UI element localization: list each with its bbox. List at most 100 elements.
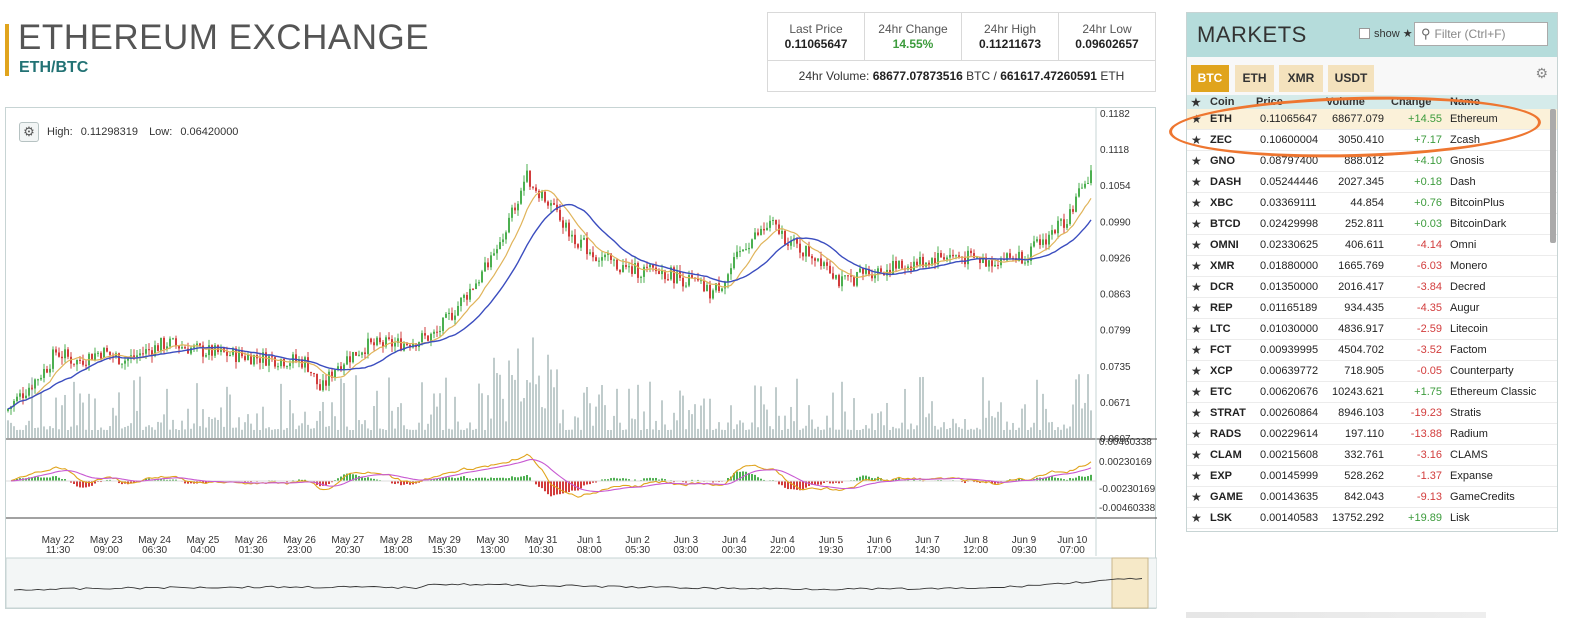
candle-body	[1072, 209, 1074, 212]
volume-bar	[325, 426, 327, 438]
star-col-icon[interactable]: ★	[1191, 97, 1201, 109]
candle-body	[181, 347, 183, 349]
market-row[interactable]: ★ XCP 0.00639772 718.905 -0.05 Counterparty	[1187, 361, 1557, 382]
volume-bar	[565, 429, 567, 438]
favorite-star-icon[interactable]: ★	[1191, 364, 1202, 378]
market-row[interactable]: ★ BTCD 0.02429998 252.811 +0.03 BitcoinDark	[1187, 214, 1557, 235]
macd-histogram-bar	[613, 477, 615, 481]
price-chart[interactable]: 0.1182 0.1118 0.1054 0.0990 0.0926 0.0863 0.07…	[5, 107, 1157, 610]
candle-body	[973, 253, 975, 258]
market-row[interactable]: ★ RADS 0.00229614 197.110 -13.88 Radium	[1187, 424, 1557, 445]
volume-bar	[586, 387, 588, 438]
volume-bar	[829, 427, 831, 438]
volume-bar	[103, 429, 105, 438]
favorite-star-icon[interactable]: ★	[1191, 448, 1202, 462]
macd-histogram-bar	[1054, 477, 1056, 481]
price-tick-label: 0.1054	[1100, 181, 1131, 192]
market-row[interactable]: ★ ETH 0.11065647 68677.079 +14.55 Ethereum	[1187, 109, 1557, 130]
favorite-star-icon[interactable]: ★	[1191, 154, 1202, 168]
chart-canvas[interactable]: 0.1182 0.1118 0.1054 0.0990 0.0926 0.0863 0.07…	[6, 108, 1157, 610]
favorite-star-icon[interactable]: ★	[1191, 196, 1202, 210]
favorite-star-icon[interactable]: ★	[1191, 112, 1202, 126]
favorite-star-icon[interactable]: ★	[1191, 175, 1202, 189]
markets-settings-gear-icon[interactable]: ⚙	[1535, 65, 1548, 81]
market-row[interactable]: ★ REP 0.01165189 934.435 -4.35 Augur	[1187, 298, 1557, 319]
favorite-star-icon[interactable]: ★	[1191, 490, 1202, 504]
volume-bar	[820, 429, 822, 438]
volume-bar	[1054, 430, 1056, 438]
tab-xmr[interactable]: XMR	[1279, 65, 1323, 92]
macd-histogram-bar	[163, 479, 165, 481]
tab-usdt[interactable]: USDT	[1328, 65, 1374, 92]
markets-scrollbar[interactable]	[1550, 109, 1556, 243]
volume-bar	[718, 422, 720, 438]
col-name[interactable]: Name	[1450, 96, 1480, 108]
market-row[interactable]: ★ XMR 0.01880000 1665.769 -6.03 Monero	[1187, 256, 1557, 277]
market-row[interactable]: ★ ETC 0.00620676 10243.621 +1.75 Ethereum Cla…	[1187, 382, 1557, 403]
candle-body	[499, 242, 501, 250]
col-volume[interactable]: Volume	[1326, 96, 1365, 108]
col-change[interactable]: Change	[1391, 96, 1432, 108]
volume-bar	[811, 419, 813, 438]
candle-body	[475, 283, 477, 290]
candle-body	[214, 345, 216, 356]
volume-bar	[574, 416, 576, 438]
chart-settings-gear-icon[interactable]: ⚙	[19, 122, 39, 142]
macd-histogram-bar	[547, 481, 549, 495]
tab-eth[interactable]: ETH	[1235, 65, 1274, 92]
favorite-star-icon[interactable]: ★	[1191, 511, 1202, 525]
market-row[interactable]: ★ STRAT 0.00260864 8946.103 -19.23 Stratis	[1187, 403, 1557, 424]
macd-histogram-bar	[634, 479, 636, 481]
candle-body	[742, 249, 744, 252]
market-row[interactable]: ★ EXP 0.00145999 528.262 -1.37 Expanse	[1187, 466, 1557, 487]
macd-histogram-bar	[286, 481, 288, 483]
market-row[interactable]: ★ GAME 0.00143635 842.043 -9.13 GameCredits	[1187, 487, 1557, 508]
market-row[interactable]: ★ ZEC 0.10600004 3050.410 +7.17 Zcash	[1187, 130, 1557, 151]
favorite-star-icon[interactable]: ★	[1191, 322, 1202, 336]
candle-body	[136, 355, 138, 358]
candle-body	[658, 271, 660, 275]
market-row[interactable]: ★ DASH 0.05244446 2027.345 +0.18 Dash	[1187, 172, 1557, 193]
market-volume: 4504.702	[1338, 344, 1384, 356]
favorite-star-icon[interactable]: ★	[1191, 217, 1202, 231]
volume-bar	[262, 406, 264, 438]
favorite-star-icon[interactable]: ★	[1191, 406, 1202, 420]
macd-histogram-bar	[325, 481, 327, 486]
market-row[interactable]: ★ FCT 0.00939995 4504.702 -3.52 Factom	[1187, 340, 1557, 361]
tab-btc[interactable]: BTC	[1191, 65, 1229, 92]
favorite-star-icon[interactable]: ★	[1191, 427, 1202, 441]
volume-bar	[16, 429, 18, 438]
market-row[interactable]: ★ GNO 0.08797400 888.012 +4.10 Gnosis	[1187, 151, 1557, 172]
volume-bar	[541, 407, 543, 438]
candle-body	[709, 284, 711, 299]
show-starred-checkbox[interactable]	[1359, 28, 1370, 39]
favorite-star-icon[interactable]: ★	[1191, 301, 1202, 315]
favorite-star-icon[interactable]: ★	[1191, 385, 1202, 399]
col-price[interactable]: Price	[1256, 96, 1283, 108]
col-coin[interactable]: Coin	[1210, 96, 1235, 108]
favorite-star-icon[interactable]: ★	[1191, 133, 1202, 147]
volume-bar	[733, 429, 735, 438]
candle-body	[121, 363, 123, 365]
candle-body	[448, 312, 450, 314]
candle-body	[907, 266, 909, 270]
market-row[interactable]: ★ DCR 0.01350000 2016.417 -3.84 Decred	[1187, 277, 1557, 298]
favorite-star-icon[interactable]: ★	[1191, 280, 1202, 294]
market-row[interactable]: ★ OMNI 0.02330625 406.611 -4.14 Omni	[1187, 235, 1557, 256]
candle-body	[610, 253, 612, 260]
favorite-star-icon[interactable]: ★	[1191, 343, 1202, 357]
favorite-star-icon[interactable]: ★	[1191, 469, 1202, 483]
market-row[interactable]: ★ LSK 0.00140583 13752.292 +19.89 Lisk	[1187, 508, 1557, 529]
market-row[interactable]: ★ XBC 0.03369111 44.854 +0.76 BitcoinPlus	[1187, 193, 1557, 214]
macd-histogram-bar	[1084, 476, 1086, 481]
favorite-star-icon[interactable]: ★	[1191, 259, 1202, 273]
market-filter-input[interactable]: ⚲ Filter (Ctrl+F)	[1414, 22, 1548, 46]
favorite-star-icon[interactable]: ★	[1191, 238, 1202, 252]
market-row[interactable]: ★ LTC 0.01030000 4836.917 -2.59 Litecoin	[1187, 319, 1557, 340]
volume-bar	[52, 428, 54, 438]
macd-histogram-bar	[829, 481, 831, 484]
volume-bar	[898, 428, 900, 438]
candle-body	[1084, 183, 1086, 188]
volume-bar	[301, 423, 303, 438]
market-row[interactable]: ★ CLAM 0.00215608 332.761 -3.16 CLAMS	[1187, 445, 1557, 466]
